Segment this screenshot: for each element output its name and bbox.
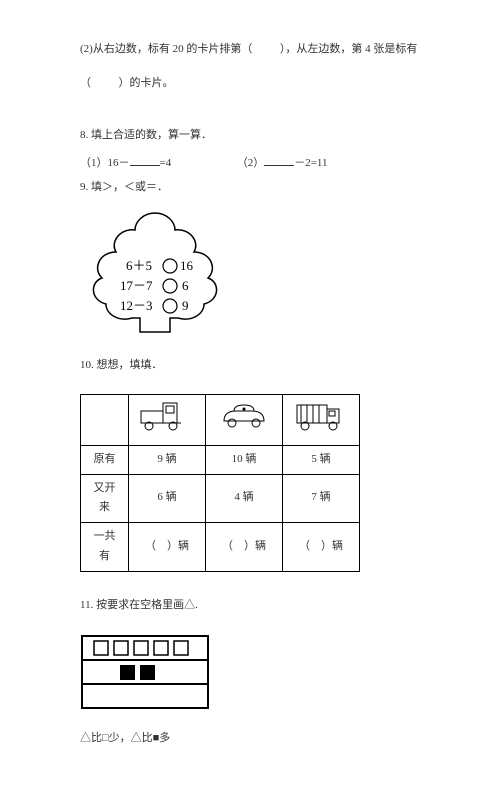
cell-c1: （ ）辆 xyxy=(129,523,206,572)
cell-a2: 10 辆 xyxy=(206,445,283,474)
q10-table: 原有 9 辆 10 辆 5 辆 又开来 6 辆 4 辆 7 辆 一共有 （ ）辆… xyxy=(80,394,360,572)
question-10: 10. 想想，填填． xyxy=(80,356,420,572)
row-label-2: 又开来 xyxy=(81,474,129,523)
truck-icon xyxy=(129,394,206,445)
cell-a1: 9 辆 xyxy=(129,445,206,474)
q9-r2-right: 6 xyxy=(182,278,189,293)
q9-r3-right: 9 xyxy=(182,298,189,313)
q2-blank-1 xyxy=(255,43,277,55)
cell-c3: （ ）辆 xyxy=(283,523,360,572)
q2-text-a: (2)从右边数，标有 20 的卡片排第（ xyxy=(80,43,252,55)
q8-p2-a: （2） xyxy=(237,157,265,169)
van-icon xyxy=(283,394,360,445)
circle-blank-3 xyxy=(163,299,177,313)
q8-title: 8. 填上合适的数，算一算． xyxy=(80,126,420,146)
q9-r2-left: 17－7 xyxy=(120,278,153,293)
cell-c2: （ ）辆 xyxy=(206,523,283,572)
cell-b3: 7 辆 xyxy=(283,474,360,523)
cell-b1: 6 辆 xyxy=(129,474,206,523)
car-icon xyxy=(206,394,283,445)
q11-title: 11. 按要求在空格里画△. xyxy=(80,596,420,616)
q2-text-d: ）的卡片。 xyxy=(119,77,174,89)
row-label-3: 一共有 xyxy=(81,523,129,572)
q11-caption: △比□少，△比■多 xyxy=(80,729,420,749)
q9-r1-right: 16 xyxy=(180,258,194,273)
q2-text-c: （ xyxy=(80,77,91,89)
question-11: 11. 按要求在空格里画△. △比□少，△比■多 xyxy=(80,596,420,749)
q2-text-b: ），从左边数，第 4 张是标有 xyxy=(280,43,418,55)
q8-p1-a: （1）16－ xyxy=(80,157,130,169)
q9-r3-left: 12－3 xyxy=(120,298,153,313)
q8-blank-1 xyxy=(130,153,160,166)
q8-p1-b: =4 xyxy=(160,157,172,169)
question-2: (2)从右边数，标有 20 的卡片排第（ ），从左边数，第 4 张是标有 （ ）… xyxy=(80,40,420,94)
question-8: 8. 填上合适的数，算一算． （1）16－ =4 （2） －2=11 xyxy=(80,126,420,175)
q8-blank-2 xyxy=(264,153,294,166)
circle-blank-1 xyxy=(163,259,177,273)
question-9: 9. 填＞，＜或＝． 6＋5 16 17－7 6 12－3 9 xyxy=(80,178,420,338)
tree-figure: 6＋5 16 17－7 6 12－3 9 xyxy=(80,208,420,338)
cell-a3: 5 辆 xyxy=(283,445,360,474)
q8-p2-b: －2=11 xyxy=(294,157,327,169)
q10-title: 10. 想想，填填． xyxy=(80,356,420,376)
q2-blank-2 xyxy=(94,77,116,89)
circle-blank-2 xyxy=(163,279,177,293)
q9-r1-left: 6＋5 xyxy=(126,258,152,273)
q11-figure xyxy=(80,634,420,722)
q9-title: 9. 填＞，＜或＝． xyxy=(80,178,420,198)
row-label-1: 原有 xyxy=(81,445,129,474)
cell-b2: 4 辆 xyxy=(206,474,283,523)
